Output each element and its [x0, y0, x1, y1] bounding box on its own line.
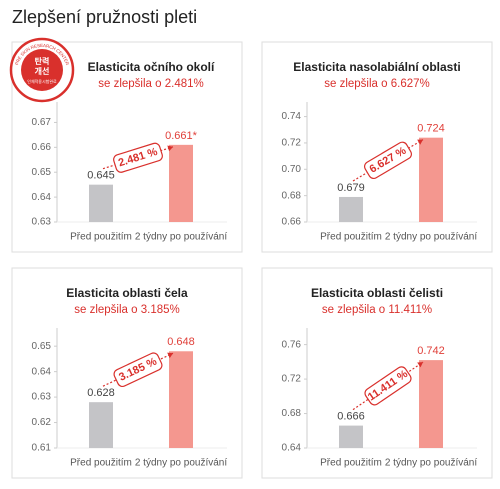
x-tick-label: Před použitím	[70, 458, 132, 469]
annotation-box	[364, 141, 412, 180]
annotation: 2.481 %	[113, 142, 163, 173]
arrow-head	[417, 139, 423, 145]
chart-title: Elasticita očního okolí	[88, 60, 215, 74]
x-tick-label: Před použitím	[320, 458, 382, 469]
y-tick-label: 0.72	[282, 374, 302, 385]
badge-note: 인체적용시험완료	[27, 78, 57, 84]
y-tick-label: 0.64	[32, 192, 52, 203]
y-tick-label: 0.72	[282, 138, 302, 149]
x-tick-label: 2 týdny po používání	[385, 458, 478, 469]
y-tick-label: 0.65	[32, 341, 52, 352]
x-tick-label: Před použitím	[70, 232, 132, 243]
chart-subtitle: se zlepšila o 6.627%	[324, 78, 429, 90]
y-tick-label: 0.61	[32, 443, 52, 454]
x-tick-label: 2 týdny po používání	[385, 232, 478, 243]
bar	[89, 402, 113, 448]
y-tick-label: 0.62	[32, 417, 52, 428]
arrow-head	[417, 362, 423, 368]
chart-title: Elasticita nasolabiální oblasti	[293, 60, 460, 74]
bar	[339, 196, 363, 222]
bar	[419, 360, 443, 448]
chart-subtitle: se zlepšila o 2.481%	[98, 78, 203, 90]
value-label: 0.666	[337, 411, 365, 423]
bar	[169, 351, 193, 448]
value-label: 0.648	[167, 336, 195, 348]
y-tick-label: 0.65	[32, 167, 52, 178]
bar	[419, 137, 443, 222]
y-tick-label: 0.66	[282, 217, 302, 228]
value-label: 0.628	[87, 387, 115, 399]
badge-text: 개선	[35, 66, 50, 76]
chart-subtitle: se zlepšila o 3.185%	[74, 304, 179, 316]
chart-subtitle: se zlepšila o 11.411%	[322, 304, 432, 316]
annotation-box	[113, 142, 163, 173]
y-tick-label: 0.64	[32, 366, 52, 377]
bar	[169, 144, 193, 222]
y-tick-label: 0.68	[282, 408, 302, 419]
panel	[261, 41, 493, 253]
value-label: 0.645	[87, 170, 115, 182]
badge-text: 탄력	[35, 56, 50, 66]
badge: PRE SKIN RESEARCH CENTER 탄력 개선 인체적용시험완료	[9, 37, 75, 103]
x-tick-label: Před použitím	[320, 232, 382, 243]
y-tick-label: 0.76	[282, 339, 302, 350]
x-tick-label: 2 týdny po používání	[135, 458, 228, 469]
y-tick-label: 0.74	[282, 111, 302, 122]
badge-core	[21, 49, 63, 91]
arrow-head	[167, 145, 173, 152]
value-label: 0.661*	[165, 130, 198, 142]
value-label: 0.742	[417, 345, 445, 357]
bar	[339, 425, 363, 448]
value-label: 0.679	[337, 182, 365, 194]
value-label: 0.724	[417, 123, 445, 135]
panel	[261, 267, 493, 479]
y-tick-label: 0.70	[282, 164, 302, 175]
page-title: Zlepšení pružnosti pleti	[12, 7, 197, 27]
chart-title: Elasticita oblasti čelisti	[311, 286, 443, 300]
y-tick-label: 0.63	[32, 217, 52, 228]
trend-arrow	[102, 352, 174, 387]
y-tick-label: 0.63	[32, 392, 52, 403]
y-tick-label: 0.68	[282, 190, 302, 201]
y-tick-label: 0.64	[282, 443, 302, 454]
bar	[89, 184, 113, 222]
y-tick-label: 0.66	[32, 142, 52, 153]
annotation-box	[113, 352, 163, 388]
arrow-head	[167, 352, 173, 359]
x-tick-label: 2 týdny po používání	[135, 232, 228, 243]
annotation-box	[364, 366, 412, 406]
y-tick-label: 0.67	[32, 117, 52, 128]
chart-title: Elasticita oblasti čela	[66, 286, 188, 300]
